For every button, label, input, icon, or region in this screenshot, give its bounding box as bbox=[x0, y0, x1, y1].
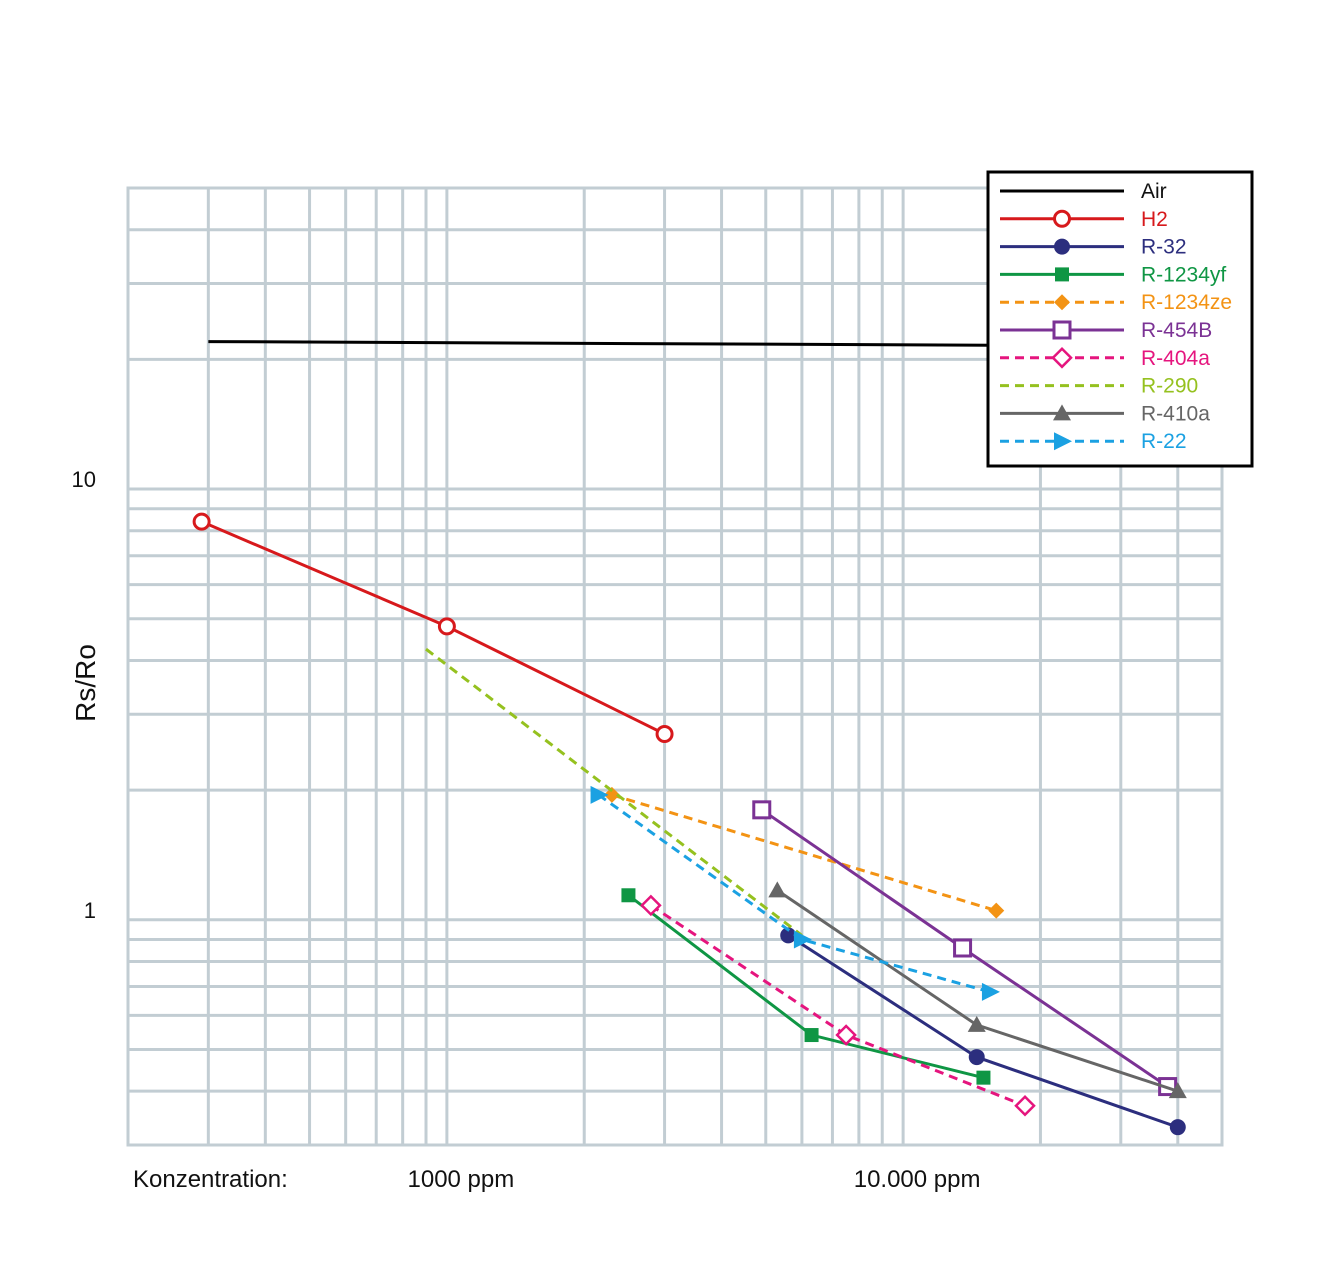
series-r-290 bbox=[425, 647, 803, 937]
legend-label: R-1234ze bbox=[1141, 291, 1232, 314]
data-point-r-1234yf bbox=[976, 1070, 991, 1085]
tick-labels: 1000 ppm 10.000 ppm 10 1 bbox=[72, 467, 981, 1193]
y-axis-label: Rs/Ro bbox=[70, 644, 101, 722]
legend-box bbox=[986, 170, 1254, 468]
series-line-r-290 bbox=[425, 647, 803, 937]
data-point-r-22 bbox=[981, 982, 1000, 1001]
data-point-r-404a bbox=[835, 1024, 857, 1046]
data-point-r-32 bbox=[1169, 1119, 1186, 1136]
data-point-r-1234yf bbox=[621, 888, 636, 903]
series-line-air bbox=[208, 340, 1121, 348]
legend: Air H2 R-32 R-1234yf R-1234ze R-454B R-404a R-2… bbox=[986, 170, 1254, 468]
legend-label: R-404a bbox=[1141, 347, 1210, 370]
series-line-r-1234ze bbox=[611, 793, 997, 913]
legend-item-r-32: R-32 bbox=[1000, 236, 1187, 259]
data-point-r-404a bbox=[640, 894, 662, 917]
data-point-r-1234ze bbox=[988, 902, 1005, 919]
series-layer bbox=[192, 340, 1187, 1136]
legend-item-r-410a: R-410a bbox=[1000, 402, 1210, 425]
legend-marker bbox=[1052, 320, 1072, 340]
series-h2 bbox=[192, 512, 674, 743]
data-point-r-410a bbox=[967, 1015, 986, 1032]
data-point-r-22 bbox=[793, 930, 812, 949]
legend-marker bbox=[1054, 294, 1070, 311]
data-point-h2 bbox=[437, 617, 456, 636]
data-point-r-410a bbox=[1168, 1082, 1187, 1099]
plot-frame bbox=[126, 186, 1224, 1147]
data-point-h2 bbox=[192, 512, 211, 531]
legend-item-h2: H2 bbox=[1000, 208, 1168, 231]
data-point-r-410a bbox=[768, 881, 787, 898]
series-r-22 bbox=[590, 785, 1000, 1001]
legend-item-air: Air bbox=[1000, 180, 1167, 203]
legend-item-r-290: R-290 bbox=[1000, 375, 1198, 398]
data-point-r-454b bbox=[953, 938, 973, 958]
series-line-r-22 bbox=[597, 793, 991, 994]
series-r-410a bbox=[768, 881, 1187, 1099]
series-line-r-404a bbox=[650, 904, 1026, 1108]
series-r-404a bbox=[640, 894, 1036, 1117]
series-air bbox=[208, 340, 1121, 348]
legend-marker bbox=[1053, 209, 1071, 228]
data-point-r-1234ze bbox=[603, 786, 620, 803]
legend-label: R-22 bbox=[1141, 430, 1187, 453]
series-r-1234yf bbox=[621, 888, 991, 1085]
legend-label: R-32 bbox=[1141, 236, 1187, 259]
legend-label: Air bbox=[1141, 180, 1167, 203]
legend-item-r-1234yf: R-1234yf bbox=[1000, 263, 1226, 286]
x-axis-label: Konzentration: bbox=[133, 1166, 288, 1193]
legend-marker bbox=[1055, 267, 1069, 282]
data-point-r-1234yf bbox=[804, 1028, 819, 1043]
legend-item-r-22: R-22 bbox=[1000, 430, 1187, 453]
data-point-r-404a bbox=[1014, 1095, 1036, 1117]
legend-marker bbox=[1053, 404, 1071, 421]
y-tick-label: 1 bbox=[84, 898, 96, 923]
legend-item-r-404a: R-404a bbox=[1000, 347, 1210, 370]
x-tick-label: 10.000 ppm bbox=[854, 1166, 981, 1193]
legend-marker bbox=[1054, 432, 1072, 451]
legend-label: R-1234yf bbox=[1141, 263, 1226, 286]
series-r-1234ze bbox=[603, 786, 1005, 919]
legend-label: R-454B bbox=[1141, 319, 1212, 342]
legend-label: R-410a bbox=[1141, 402, 1210, 425]
data-point-h2 bbox=[655, 724, 674, 743]
data-point-r-32 bbox=[968, 1049, 985, 1066]
legend-item-r-1234ze: R-1234ze bbox=[1000, 291, 1232, 314]
series-line-h2 bbox=[201, 520, 666, 736]
grid bbox=[126, 186, 1224, 1147]
legend-label: R-290 bbox=[1141, 375, 1198, 398]
series-r-32 bbox=[780, 927, 1186, 1136]
y-tick-label: 10 bbox=[72, 467, 96, 492]
legend-item-r-454b: R-454B bbox=[1000, 319, 1212, 342]
legend-marker bbox=[1051, 347, 1073, 369]
data-point-r-22 bbox=[590, 785, 609, 804]
legend-marker bbox=[1054, 238, 1070, 255]
legend-label: H2 bbox=[1141, 208, 1168, 231]
x-tick-label: 1000 ppm bbox=[408, 1166, 515, 1193]
data-point-r-454b bbox=[752, 800, 772, 820]
